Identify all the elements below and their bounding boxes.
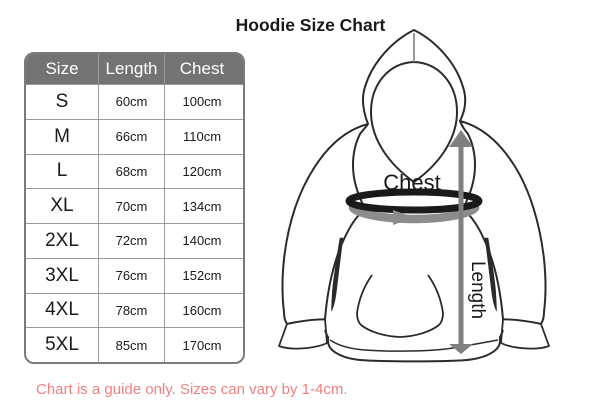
svg-text:Chest: Chest xyxy=(383,170,440,195)
svg-text:Length: Length xyxy=(467,261,488,319)
